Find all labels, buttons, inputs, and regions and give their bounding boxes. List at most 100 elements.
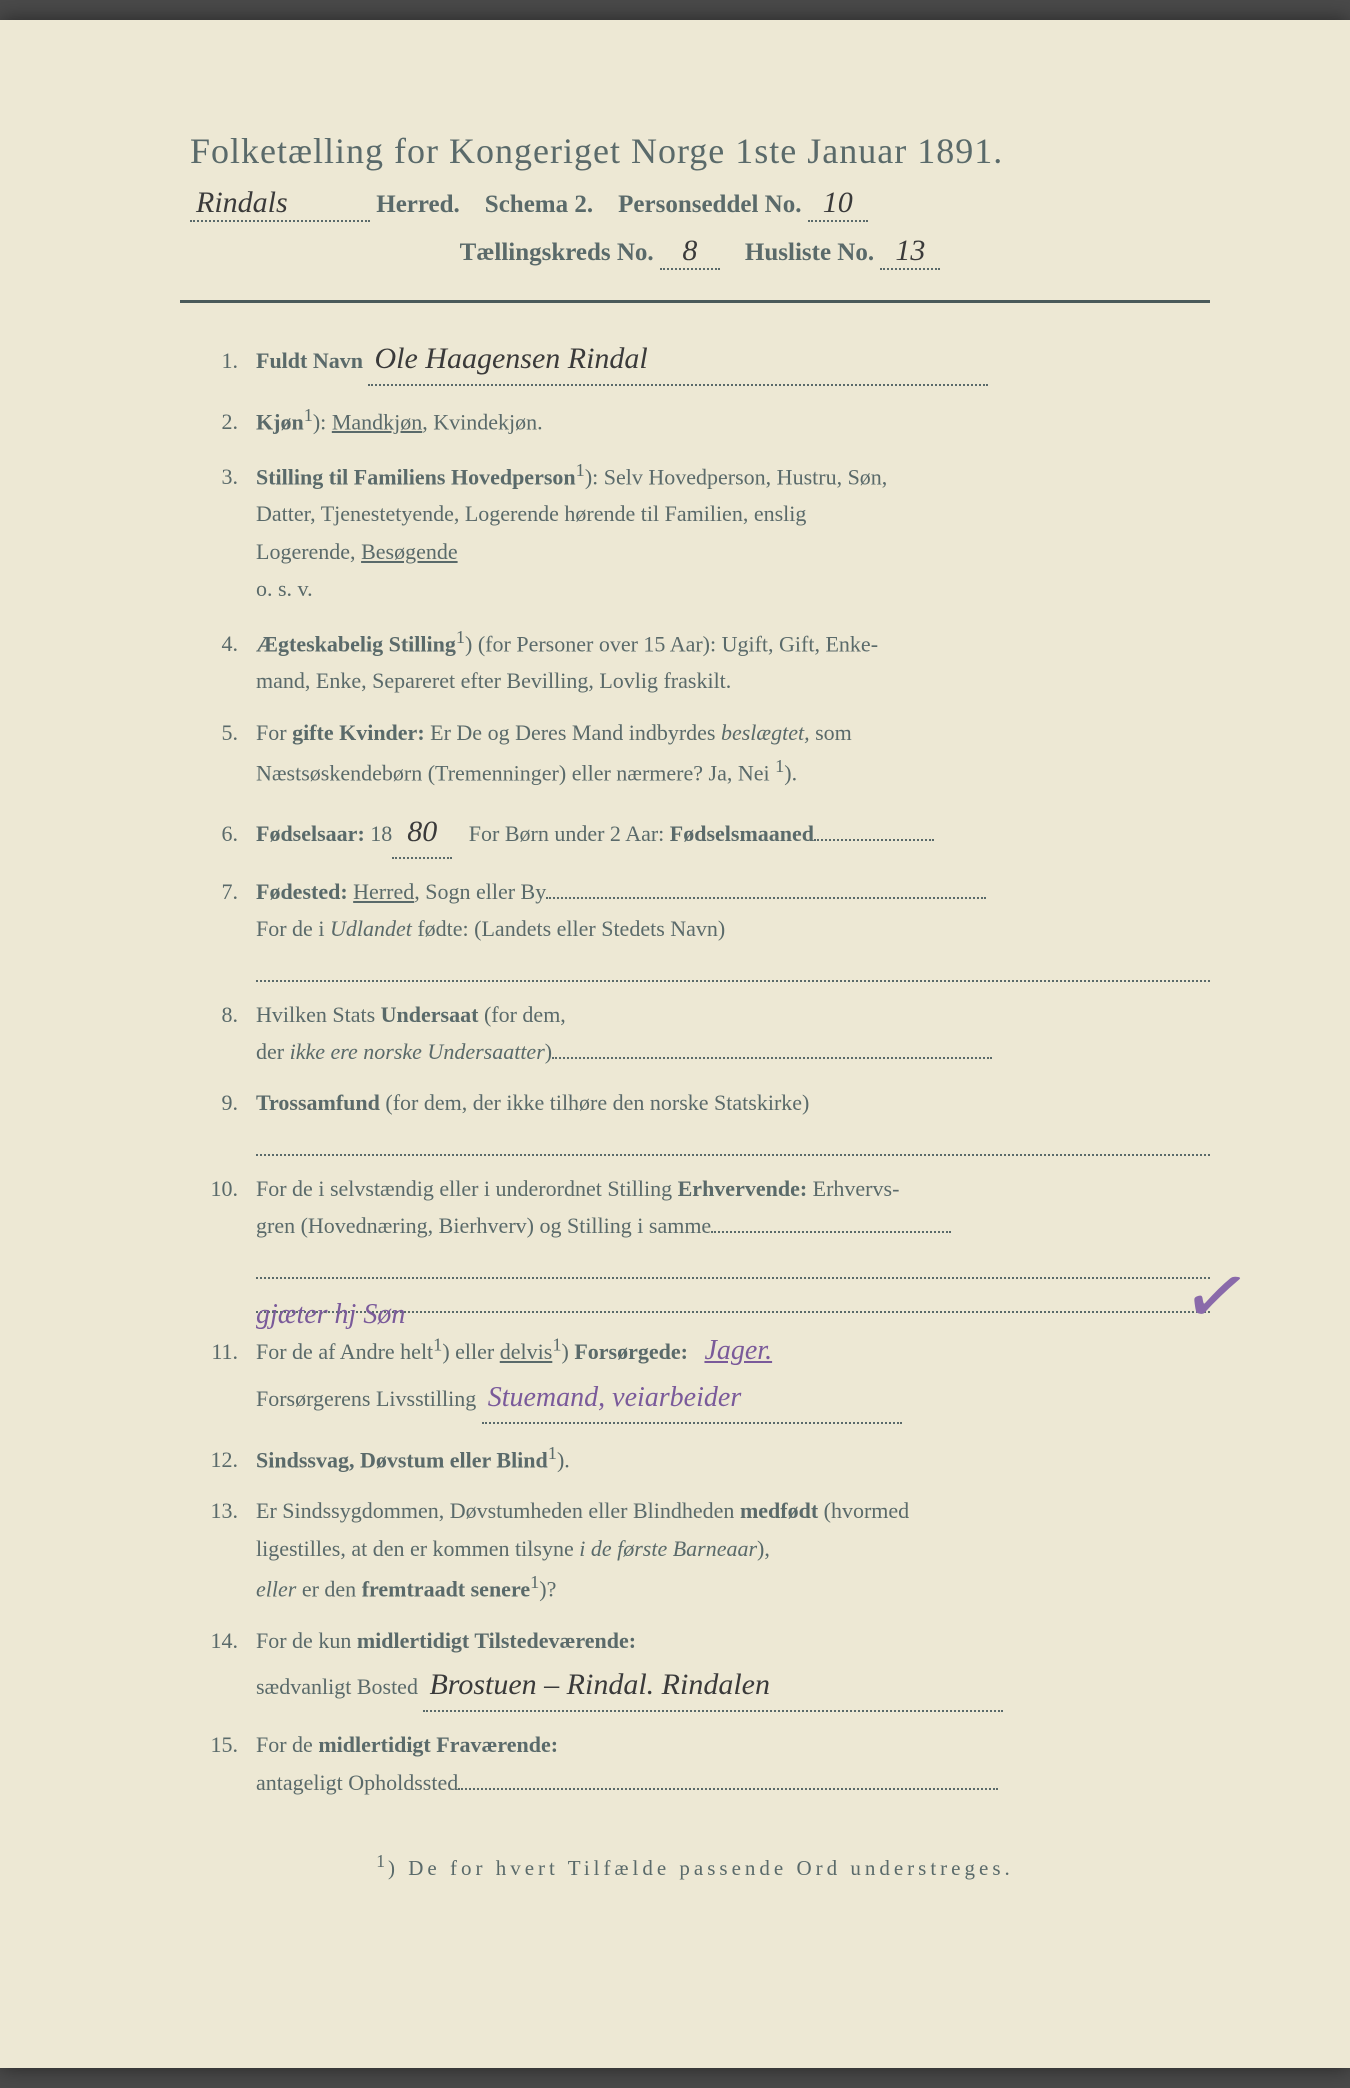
q13-l3ital: eller [256, 1577, 296, 1602]
num-10: 10. [200, 1170, 256, 1207]
q6-bold2: Fødselsmaaned [670, 821, 814, 846]
field-13: 13. Er Sindssygdommen, Døvstumheden elle… [200, 1492, 1210, 1608]
q11-hw2: Stuemand, veiarbeider [482, 1374, 902, 1424]
num-7: 7. [200, 873, 256, 910]
kreds-label: Tællingskreds No. [460, 239, 654, 266]
q10-bold: Erhvervende: [678, 1176, 808, 1201]
field-15: 15. For de midlertidigt Fraværende: anta… [200, 1726, 1210, 1801]
header-rule [180, 300, 1210, 303]
personseddel-no: 10 [808, 186, 868, 222]
q3-line4: o. s. v. [256, 576, 313, 601]
q5-ital: beslægtet, [721, 720, 810, 745]
field-1: 1. Fuldt Navn Ole Haagensen Rindal [200, 333, 1210, 386]
q14-bold: midlertidigt Tilstedeværende: [357, 1628, 636, 1653]
q11-post: ) [561, 1339, 574, 1364]
q11-hw1: Jager. [704, 1335, 772, 1366]
q5-sup: 1 [775, 756, 784, 776]
q3-label: Stilling til Familiens Hovedperson [256, 464, 576, 489]
q5-pre: For [256, 720, 292, 745]
field-3: 3. Stilling til Familiens Hovedperson1):… [200, 455, 1210, 608]
q1-value: Ole Haagensen Rindal [368, 333, 988, 386]
num-15: 15. [200, 1726, 256, 1763]
q6-fill [814, 839, 934, 841]
q8-rest: (for dem, [478, 1002, 565, 1027]
q9-label: Trossamfund [256, 1090, 380, 1115]
q5-rest: Er De og Deres Mand indbyrdes [425, 720, 721, 745]
num-13: 13. [200, 1492, 256, 1529]
q8-fill [552, 1057, 992, 1059]
field-4: 4. Ægteskabelig Stilling1) (for Personer… [200, 622, 1210, 700]
q8-l2ital: ikke ere norske Undersaatter [290, 1039, 545, 1064]
q13-pre: Er Sindssygdommen, Døvstumheden eller Bl… [256, 1498, 740, 1523]
personseddel-label: Personseddel No. [618, 191, 801, 218]
q12-end: ). [557, 1447, 570, 1472]
q13-l2pre: ligestilles, at den er kommen tilsyne [256, 1536, 579, 1561]
q10-line2: gren (Hovednæring, Bierhverv) og Stillin… [256, 1213, 711, 1238]
q5-bold: gifte Kvinder: [292, 720, 425, 745]
field-12: 12. Sindssvag, Døvstum eller Blind1). [200, 1438, 1210, 1479]
q12-sup: 1 [548, 1443, 557, 1463]
q7-herred: Herred [353, 879, 414, 904]
q10-fill2 [256, 1257, 1210, 1279]
q11-line2: Forsørgerens Livsstilling [256, 1386, 476, 1411]
q9-rest: (for dem, der ikke tilhøre den norske St… [380, 1090, 809, 1115]
q10-fill1 [711, 1231, 951, 1233]
num-11: 11. [200, 1333, 256, 1370]
q11-bold: Forsørgede: [574, 1339, 688, 1364]
q7-l2rest: fødte: (Landets eller Stedets Navn) [412, 916, 725, 941]
field-2: 2. Kjøn1): Mandkjøn, Kvindekjøn. [200, 400, 1210, 441]
q1-label: Fuldt Navn [256, 348, 363, 373]
census-form-page: Folketælling for Kongeriget Norge 1ste J… [0, 20, 1350, 2068]
q7-l2ital: Udlandet [330, 916, 412, 941]
q13-rest1: (hvormed [818, 1498, 909, 1523]
field-10: 10. For de i selvstændig eller i underor… [200, 1170, 1210, 1313]
q12-label: Sindssvag, Døvstum eller Blind [256, 1447, 548, 1472]
q14-line2: sædvanligt Bosted [256, 1674, 418, 1699]
q8-pre: Hvilken Stats [256, 1002, 381, 1027]
field-11: 11. For de af Andre helt1) eller delvis1… [200, 1327, 1210, 1424]
q9-fill [256, 1134, 1210, 1156]
schema-label: Schema 2. [485, 191, 593, 218]
q15-fill [458, 1788, 998, 1790]
field-6: 6. Fødselsaar: 1880 For Børn under 2 Aar… [200, 806, 1210, 859]
header-line-3: Tællingskreds No. 8 Husliste No. 13 [190, 234, 1210, 270]
q10-rest: Erhvervs- [807, 1176, 899, 1201]
field-7: 7. Fødested: Herred, Sogn eller By For d… [200, 873, 1210, 982]
q4-label: Ægteskabelig Stilling [256, 631, 456, 656]
num-3: 3. [200, 458, 256, 495]
q7-fill1 [546, 897, 986, 899]
q14-pre: For de kun [256, 1628, 357, 1653]
q13-l3bold: fremtraadt senere [362, 1577, 530, 1602]
q15-pre: For de [256, 1732, 318, 1757]
q13-bold1: medfødt [740, 1498, 818, 1523]
num-5: 5. [200, 714, 256, 751]
q5-line2: Næstsøskendebørn (Tremenninger) eller næ… [256, 760, 770, 785]
q7-fill2 [256, 960, 1210, 982]
q13-l2ital: i de første Barneaar [579, 1536, 757, 1561]
kreds-no: 8 [660, 234, 720, 270]
q2-label: Kjøn [256, 409, 304, 434]
num-12: 12. [200, 1441, 256, 1478]
q7-rest: , Sogn eller By [414, 879, 546, 904]
q13-l3mid: er den [296, 1577, 361, 1602]
q3-line3b: Besøgende [361, 539, 458, 564]
q11-sup1: 1 [433, 1334, 442, 1354]
field-8: 8. Hvilken Stats Undersaat (for dem, der… [200, 996, 1210, 1071]
num-1: 1. [200, 342, 256, 379]
q10-pre: For de i selvstændig eller i underordnet… [256, 1176, 678, 1201]
q8-bold: Undersaat [381, 1002, 479, 1027]
husliste-no: 13 [880, 234, 940, 270]
num-14: 14. [200, 1622, 256, 1659]
q8-l2pre: der [256, 1039, 290, 1064]
q4-line2: mand, Enke, Separeret efter Bevilling, L… [256, 668, 731, 693]
footnote: 1) De for hvert Tilfælde passende Ord un… [180, 1851, 1210, 1881]
herred-label: Herred. [376, 191, 460, 218]
num-9: 9. [200, 1084, 256, 1121]
q13-l3end: )? [539, 1577, 556, 1602]
num-4: 4. [200, 625, 256, 662]
q15-bold: midlertidigt Fraværende: [318, 1732, 558, 1757]
q7-label: Fødested: [256, 879, 348, 904]
q3-line1: Selv Hovedperson, Hustru, Søn, [604, 464, 888, 489]
num-2: 2. [200, 403, 256, 440]
q7-l2pre: For de i [256, 916, 330, 941]
